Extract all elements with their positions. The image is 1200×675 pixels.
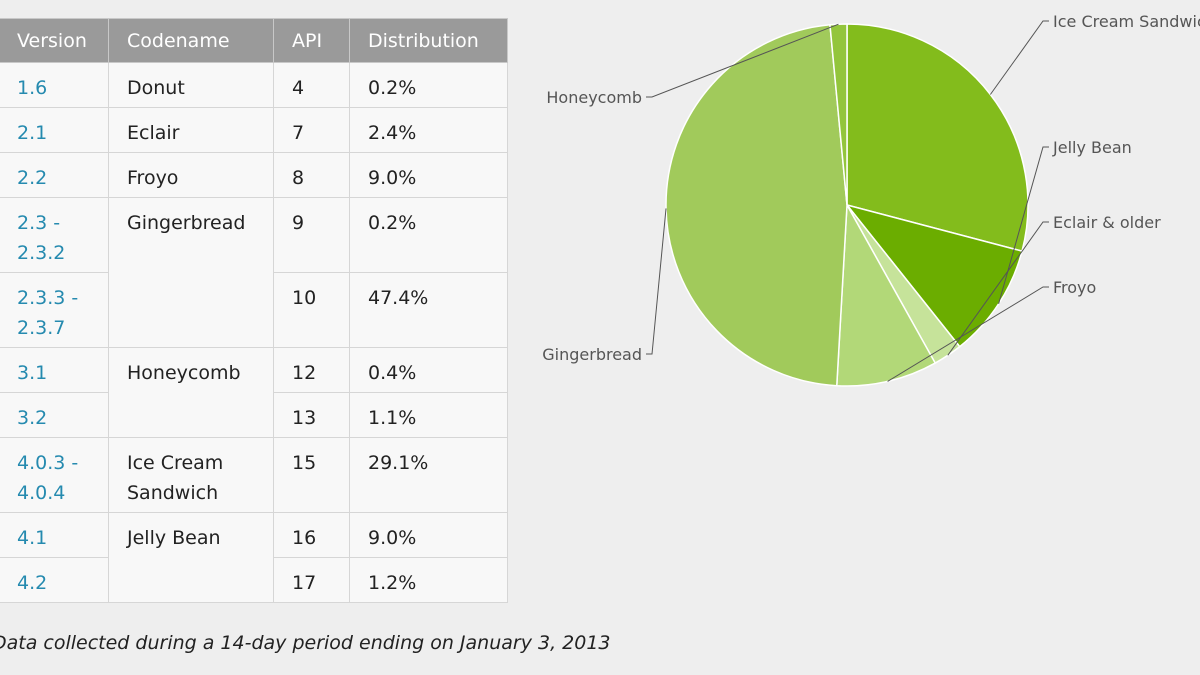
pie-label: Jelly Bean [1052,138,1132,157]
table-row: 3.1 Honeycomb 12 0.4% [0,347,508,438]
codename-cell: Froyo [108,152,274,198]
api-cell: 7 [273,107,350,153]
version-cell[interactable]: 4.2 [0,557,109,603]
pie-slice-froyo [835,202,937,387]
pie-label: Honeycomb [546,88,642,107]
codename-cell: Honeycomb [108,347,274,438]
codename-cell: Gingerbread [108,197,274,348]
table-row: 4.1 Jelly Bean 16 9.0% [0,512,508,603]
header-version: Version [0,18,109,63]
pie-label: Ice Cream Sandwich [1053,12,1200,31]
version-cell[interactable]: 1.6 [0,62,109,108]
api-cell: 10 [273,272,350,348]
api-cell: 17 [273,557,350,603]
version-cell[interactable]: 4.1 [0,512,109,558]
api-cell: 12 [273,347,350,393]
leader-line [646,23,839,98]
table-row: 4.2 17 1.2% [0,557,508,603]
distribution-cell: 0.2% [349,197,508,273]
pie-label: Eclair & older [1053,213,1161,232]
pie-slice-gingerbread [665,23,848,387]
pie-label: Gingerbread [542,345,642,364]
table-row: 2.3.3 - 2.3.7 10 47.4% [0,272,508,348]
distribution-cell: 0.2% [349,62,508,108]
codename-cell: Ice Cream Sandwich [108,437,274,513]
table-row: 2.2 Froyo 8 9.0% [0,152,508,198]
table-row: 2.3 - 2.3.2 Gingerbread 9 0.2% [0,197,508,348]
header-distribution: Distribution [349,18,508,63]
codename-cell: Donut [108,62,274,108]
api-cell: 8 [273,152,350,198]
version-cell[interactable]: 2.3.3 - 2.3.7 [0,272,109,348]
version-cell[interactable]: 2.1 [0,107,109,153]
distribution-cell: 29.1% [349,437,508,513]
api-cell: 9 [273,197,350,273]
codename-cell: Jelly Bean [108,512,274,603]
version-cell[interactable]: 2.3 - 2.3.2 [0,197,109,273]
table-row: 2.1 Eclair 7 2.4% [0,107,508,153]
distribution-cell: 9.0% [349,152,508,198]
distribution-cell: 47.4% [349,272,508,348]
table-header-row: Version Codename API Distribution [0,18,508,63]
leader-line [989,20,1049,95]
header-api: API [273,18,350,63]
api-cell: 15 [273,437,350,513]
table-row: 1.6 Donut 4 0.2% [0,62,508,108]
leader-line [998,146,1049,305]
pie-label: Froyo [1053,278,1096,297]
version-cell[interactable]: 3.2 [0,392,109,438]
api-cell: 16 [273,512,350,558]
version-cell[interactable]: 2.2 [0,152,109,198]
leader-line [887,286,1049,382]
distribution-cell: 2.4% [349,107,508,153]
table-row: 4.0.3 - 4.0.4 Ice Cream Sandwich 15 29.1… [0,437,508,513]
version-cell[interactable]: 4.0.3 - 4.0.4 [0,437,109,513]
distribution-cell: 0.4% [349,347,508,393]
distribution-cell: 9.0% [349,512,508,558]
distribution-cell: 1.1% [349,392,508,438]
pie-chart: Ice Cream Sandwich Jelly Bean Eclair & old… [542,12,1200,387]
version-cell[interactable]: 3.1 [0,347,109,393]
leader-line [947,221,1049,356]
header-codename: Codename [108,18,274,63]
table-row: 3.2 13 1.1% [0,392,508,438]
leader-line [646,208,667,355]
api-cell: 13 [273,392,350,438]
data-caption: Data collected during a 14-day period en… [0,632,611,654]
codename-cell: Eclair [108,107,274,153]
distribution-cell: 1.2% [349,557,508,603]
distribution-table: Version Codename API Distribution 1.6 Do… [0,18,508,603]
pie-slice-ice-cream-sandwich [846,23,1029,253]
api-cell: 4 [273,62,350,108]
